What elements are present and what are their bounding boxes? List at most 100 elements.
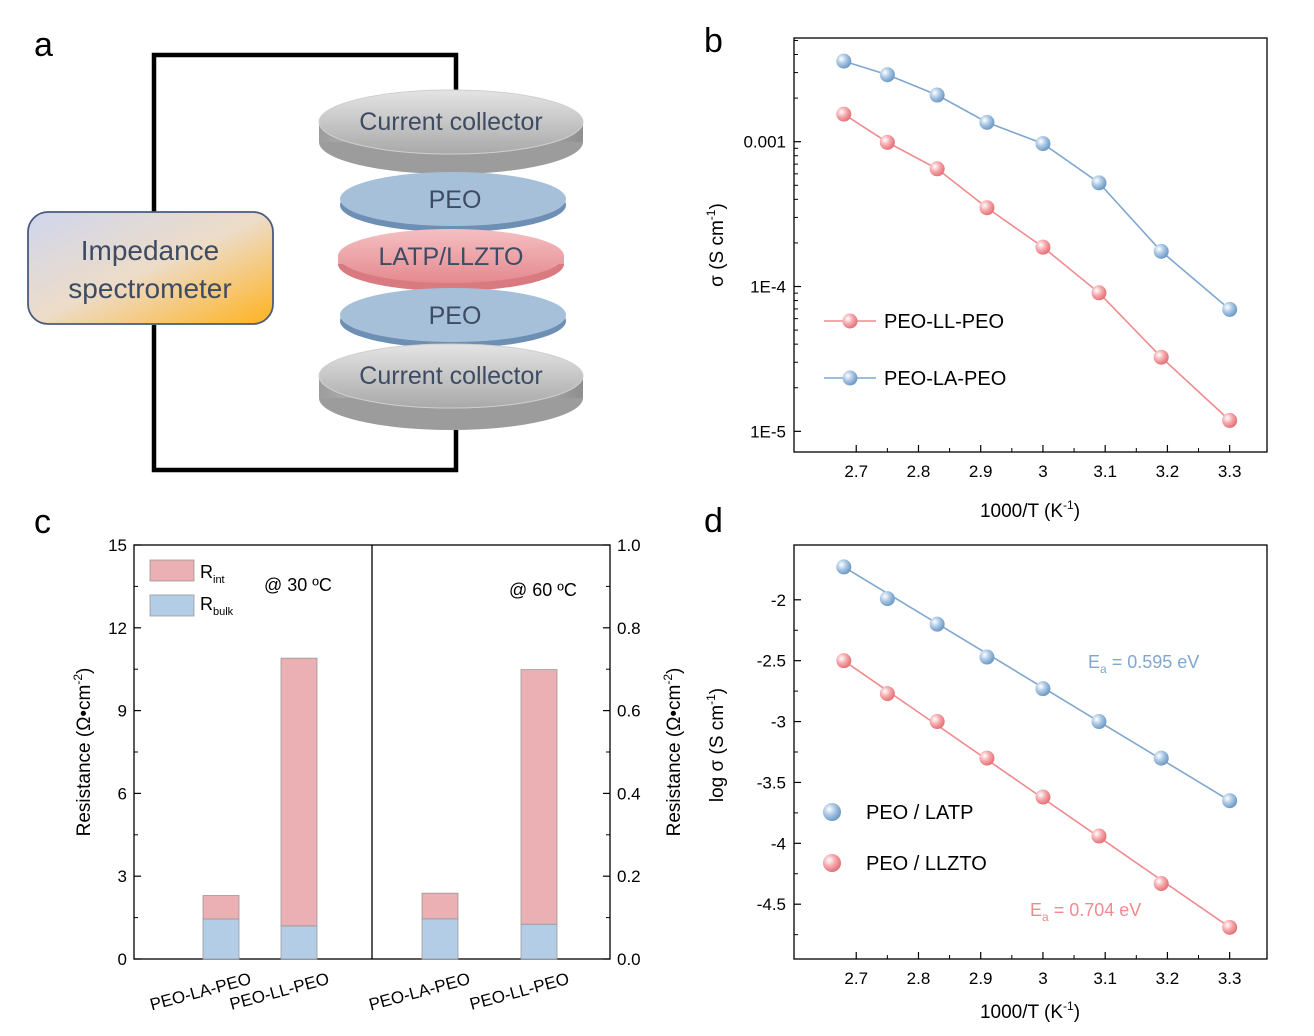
panel-d-data-point [1153,876,1169,892]
panel-b-y-axis-title: σ (S cm-1) [704,203,728,287]
layer-label-ceramic: LATP/LLZTO [379,243,524,271]
panel-b-x-tick-label: 3.2 [1156,462,1180,481]
panel-b-data-point [836,53,852,69]
spectrometer-label-line2: spectrometer [68,273,231,304]
panel-c-right-y-tick-label: 0.4 [617,784,641,803]
peo-layer-bottom [340,288,566,348]
panel-d-data-point [1091,714,1107,730]
legend-label-rint: Rint [200,562,225,586]
ceramic-layer [338,229,564,291]
current-collector-top [318,89,584,174]
panel-c-category-label: PEO-LL-PEO [468,969,571,1014]
panel-d-data-point [879,591,895,607]
panel-b-data-point [1222,301,1238,317]
panel-d: d 2.7 2.8 2.9 3 3.1 3.2 3.3-2-2.5-3-3.5-4-4.5 … [704,502,1268,1023]
layer-label-current-collector-top: Current collector [359,108,542,136]
panel-c-bar-rbulk [202,918,240,960]
panel-c-bars [202,657,558,960]
panel-a: a Impedance spectrometer Current collect… [27,26,584,473]
panel-b-x-tick-label: 2.9 [969,462,993,481]
panel-d-data-point [1091,828,1107,844]
panel-d-x-tick-label: 3 [1038,969,1047,988]
panel-c-right-y-tick-label: 0.0 [617,950,641,969]
panel-d-data-point [836,653,852,669]
panel-c-bar-rbulk [520,923,558,960]
layer-label-peo-bottom: PEO [429,302,482,330]
panel-b-series-line [843,60,1231,311]
panel-b-series [836,53,1238,428]
panel-b-ticks: 2.7 2.8 2.9 3 3.1 3.2 3.3 1E-5 1E-4 0.001 [743,39,1242,481]
panel-d-series [836,559,1238,935]
panel-c-right-y-tick-label: 0.2 [617,867,641,886]
panel-c-bar-rint [520,669,558,925]
panel-b-legend-marker [842,370,858,386]
panel-b-legend: PEO-LL-PEO PEO-LA-PEO [824,311,1006,390]
panel-d-data-point [979,750,995,766]
panel-d-legend: PEO / LATP PEO / LLZTO [823,802,987,875]
panel-b-data-point [979,200,995,216]
panel-d-y-tick-label: -4 [771,834,786,853]
panel-b-data-point [1153,349,1169,365]
panel-d-data-point [929,714,945,730]
panel-d-y-tick-label: -3 [771,713,786,732]
panel-b-data-point [929,161,945,177]
panel-d-legend-label: PEO / LLZTO [866,853,987,875]
panel-c-left-y-tick-label: 15 [108,536,127,555]
panel-c-annotation-60c: @ 60 ºC [509,580,577,600]
panel-a-letter: a [34,26,53,64]
panel-b: b 2.7 2.8 2.9 3 3.1 3.2 3.3 1E-5 1E-4 0.001 PEO-L… [704,22,1268,522]
panel-d-legend-marker [823,854,841,872]
spectrometer-label-line1: Impedance [81,235,220,266]
panel-d-legend-marker [823,803,841,821]
panel-c-right-y-tick-label: 1.0 [617,536,641,555]
panel-b-data-point [879,67,895,83]
panel-d-x-tick-label: 3.3 [1218,969,1242,988]
circuit-wire-top [151,52,459,220]
legend-swatch-rbulk [149,594,195,617]
panel-d-ea-latp: Ea = 0.595 eV [1088,652,1199,676]
panel-b-x-tick-label: 2.7 [844,462,868,481]
panel-d-data-point [1035,789,1051,805]
panel-b-data-point [929,87,945,103]
panel-d-data-point [1222,793,1238,809]
panel-b-frame [793,37,1268,453]
panel-c-right-y-tick-label: 0.8 [617,619,641,638]
panel-d-fit-line [843,566,1231,802]
panel-c-annotation-30c: @ 30 ºC [264,575,332,595]
impedance-spectrometer-box [27,211,274,325]
panel-b-y-tick-label: 1E-5 [750,422,786,441]
panel-b-x-tick-label: 3.1 [1093,462,1117,481]
panel-c-bar-rbulk [280,925,318,960]
panel-d-ea-llzto: Ea = 0.704 eV [1030,900,1141,924]
panel-b-data-point [1035,239,1051,255]
panel-b-y-tick-label: 1E-4 [750,278,786,297]
panel-d-data-point [1153,750,1169,766]
panel-c-left-y-tick-label: 12 [108,619,127,638]
panel-c-left-y-tick-label: 6 [118,784,127,803]
panel-c-left-y-tick-label: 9 [118,702,127,721]
panel-b-x-tick-label: 2.8 [907,462,931,481]
legend-label-rbulk: Rbulk [200,594,234,618]
panel-d-y-tick-label: -2 [771,591,786,610]
panel-d-data-point [879,686,895,702]
panel-c-bar-rbulk [421,918,459,960]
panel-d-data-point [1035,681,1051,697]
panel-b-x-axis-title: 1000/T (K-1) [980,498,1080,522]
panel-d-x-tick-label: 3.1 [1093,969,1117,988]
panel-b-x-tick-label: 3 [1038,462,1047,481]
panel-b-data-point [836,106,852,122]
panel-c-left-y-tick-label: 3 [118,867,127,886]
panel-b-y-tick-label: 0.001 [743,133,786,152]
panel-b-data-point [1222,412,1238,428]
panel-d-y-tick-label: -2.5 [757,652,786,671]
panel-d-data-point [1222,919,1238,935]
panel-b-legend-label: PEO-LL-PEO [884,311,1004,333]
layer-label-current-collector-bottom: Current collector [359,362,542,390]
panel-d-letter: d [704,502,723,540]
panel-d-x-tick-label: 2.7 [844,969,868,988]
panel-b-x-tick-label: 3.3 [1218,462,1242,481]
panel-b-series-line [843,113,1231,421]
panel-b-data-point [879,134,895,150]
panel-d-x-tick-label: 3.2 [1156,969,1180,988]
legend-swatch-rint [149,559,195,582]
